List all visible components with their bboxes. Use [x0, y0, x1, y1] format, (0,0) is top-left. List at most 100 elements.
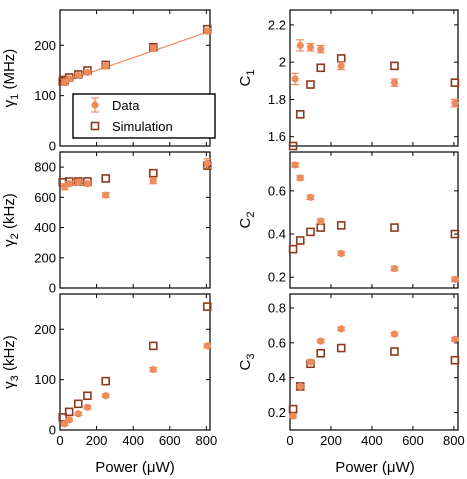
- simulation-point: [148, 341, 158, 351]
- data-point: [83, 68, 92, 77]
- data-point: [289, 412, 297, 420]
- simulation-point: [295, 236, 305, 245]
- x-axis-label: Power (μW): [95, 459, 174, 476]
- data-point: [451, 275, 459, 283]
- y-tick-label: 1.8: [268, 92, 286, 107]
- y-tick-label: 0.6: [268, 335, 286, 350]
- simulation-point: [316, 223, 326, 232]
- simulation-point: [316, 63, 326, 73]
- y-axis-label: γ3 (kHz): [1, 335, 21, 389]
- data-point: [451, 335, 459, 343]
- legend-box: [72, 93, 216, 139]
- y-axis-label: C2: [237, 212, 257, 229]
- y-tick-label: 0: [49, 139, 56, 154]
- data-point: [102, 62, 110, 70]
- data-point: [149, 365, 157, 374]
- legend-simulation-marker: [90, 121, 100, 131]
- data-point: [203, 159, 211, 167]
- simulation-point: [202, 302, 212, 311]
- data-point: [306, 43, 315, 51]
- x-tick-label: 0: [286, 433, 293, 448]
- chart-panel-1: 0 100 200 γ1 (MHz) Data Simulation: [1, 9, 216, 154]
- x-tick-label: 400: [361, 433, 383, 448]
- y-tick-label: 200: [34, 38, 56, 53]
- x-axis-label: Power (μW): [335, 459, 414, 476]
- data-point: [102, 392, 110, 400]
- simulation-point: [101, 376, 111, 386]
- legend-data-marker: [91, 101, 99, 109]
- x-tick-label: 600: [159, 433, 181, 448]
- y-tick-label: 0.2: [268, 270, 286, 285]
- simulation-point: [390, 347, 399, 356]
- simulation-point: [450, 355, 460, 365]
- data-point: [74, 71, 82, 80]
- data-point: [149, 44, 157, 52]
- data-point: [65, 416, 73, 424]
- x-tick-label: 400: [122, 433, 144, 448]
- data-point: [296, 174, 304, 182]
- data-point: [337, 249, 345, 258]
- simulation-point: [306, 80, 315, 89]
- simulation-point: [390, 61, 399, 71]
- simulation-point: [450, 78, 460, 87]
- data-point: [390, 264, 399, 273]
- chart-panel-4: 0.2 0.4 0.6 C2: [237, 151, 460, 289]
- legend: Data Simulation: [72, 93, 216, 139]
- simulation-point: [316, 348, 326, 358]
- y-axis-label: C3: [237, 354, 257, 371]
- y-tick-label: 0: [49, 281, 56, 296]
- data-point: [296, 382, 304, 391]
- y-axis-label: γ2 (kHz): [1, 193, 21, 247]
- plot-frame: [289, 9, 459, 147]
- x-tick-label: 0: [56, 433, 63, 448]
- y-tick-label: 600: [34, 190, 56, 205]
- data-point: [451, 99, 459, 107]
- data-point: [102, 191, 110, 199]
- simulation-point: [64, 407, 74, 417]
- data-point: [74, 410, 82, 418]
- simulation-point: [295, 110, 305, 119]
- y-tick-label: 0.6: [268, 183, 286, 198]
- y-tick-label: 0.4: [268, 370, 286, 385]
- data-point: [296, 41, 304, 49]
- simulation-point: [390, 223, 399, 232]
- data-point: [390, 330, 399, 338]
- data-point: [337, 62, 345, 70]
- simulation-point: [450, 229, 460, 239]
- simulation-point: [336, 221, 346, 230]
- y-tick-label: 0.8: [268, 300, 286, 315]
- x-tick-label: 200: [86, 433, 108, 448]
- simulation-point: [288, 244, 298, 254]
- y-tick-label: 1.6: [268, 129, 286, 144]
- legend-simulation-label: Simulation: [112, 119, 173, 134]
- x-tick-label: 600: [402, 433, 424, 448]
- data-point: [306, 193, 315, 201]
- simulation-point: [73, 399, 83, 409]
- y-tick-label: 0: [49, 423, 56, 438]
- simulation-point: [306, 227, 315, 237]
- y-tick-label: 2.2: [268, 17, 286, 32]
- plot-frame: [289, 151, 459, 289]
- simulation-point: [288, 404, 298, 414]
- data-point: [390, 79, 399, 87]
- x-tick-label: 800: [195, 433, 217, 448]
- simulation-point: [148, 168, 158, 178]
- data-point: [317, 337, 325, 345]
- x-tick-label: 200: [320, 433, 342, 448]
- y-tick-label: 200: [34, 250, 56, 265]
- simulation-point: [336, 343, 346, 353]
- chart-panel-5: 0 200 400 600 800 0 100 200 γ3 (kHz) Power (μW): [1, 293, 217, 476]
- plot-frame: [59, 293, 211, 431]
- data-point: [83, 403, 92, 411]
- legend-data-label: Data: [112, 98, 140, 113]
- x-tick-label: 800: [443, 433, 465, 448]
- data-point: [203, 342, 211, 350]
- data-point: [306, 358, 315, 366]
- data-point: [65, 180, 73, 188]
- plot-frame: [59, 151, 211, 289]
- y-tick-label: 0.4: [268, 227, 286, 242]
- simulation-point: [101, 174, 111, 183]
- y-tick-label: 800: [34, 160, 56, 175]
- data-point: [74, 178, 82, 186]
